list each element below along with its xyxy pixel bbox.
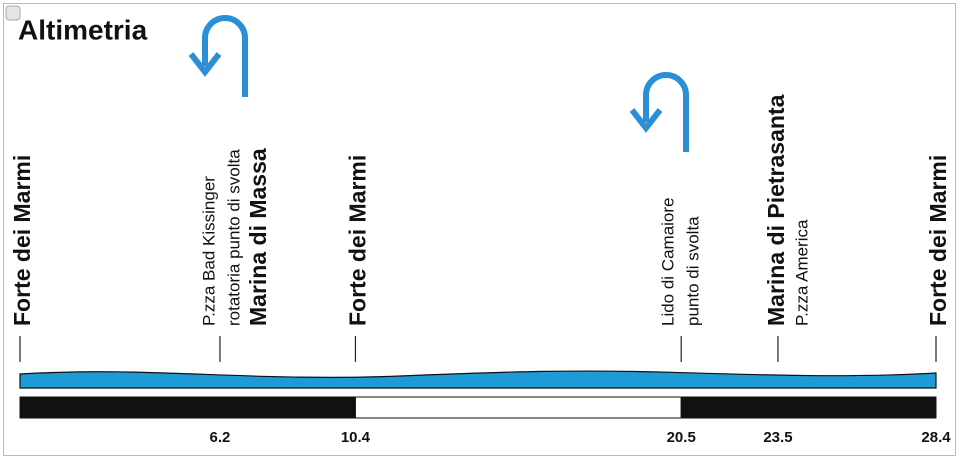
elevation-profile: [19, 370, 937, 389]
close-icon[interactable]: [5, 5, 21, 21]
waypoint-label: Lido di Camaiore: [659, 197, 678, 326]
waypoint-label: Forte dei Marmi: [345, 155, 371, 326]
waypoint-label: Forte dei Marmi: [9, 155, 35, 326]
route-segment: [680, 396, 937, 419]
km-label: 20.5: [667, 429, 696, 446]
waypoint-label: P.zza America: [792, 219, 811, 326]
turn-arrow: [629, 72, 689, 152]
route-segment: [354, 396, 682, 419]
waypoint-label: P.zza Bad Kissinger: [199, 176, 218, 326]
km-label: 23.5: [763, 429, 792, 446]
waypoint-label: Forte dei Marmi: [925, 155, 951, 326]
km-label: 10.4: [341, 429, 371, 446]
route-segment: [19, 396, 356, 419]
title: Altimetria: [18, 14, 148, 45]
km-label: 28.4: [921, 429, 951, 446]
waypoint-label: punto di svolta: [684, 216, 703, 326]
waypoint-label: Marina di Pietrasanta: [763, 94, 789, 326]
turn-arrow: [188, 15, 248, 97]
waypoint-label: rotatoria punto di svolta: [224, 149, 243, 326]
waypoint-label: Marina di Massa: [245, 148, 271, 326]
km-label: 6.2: [210, 429, 231, 446]
route-bar: [19, 396, 937, 419]
